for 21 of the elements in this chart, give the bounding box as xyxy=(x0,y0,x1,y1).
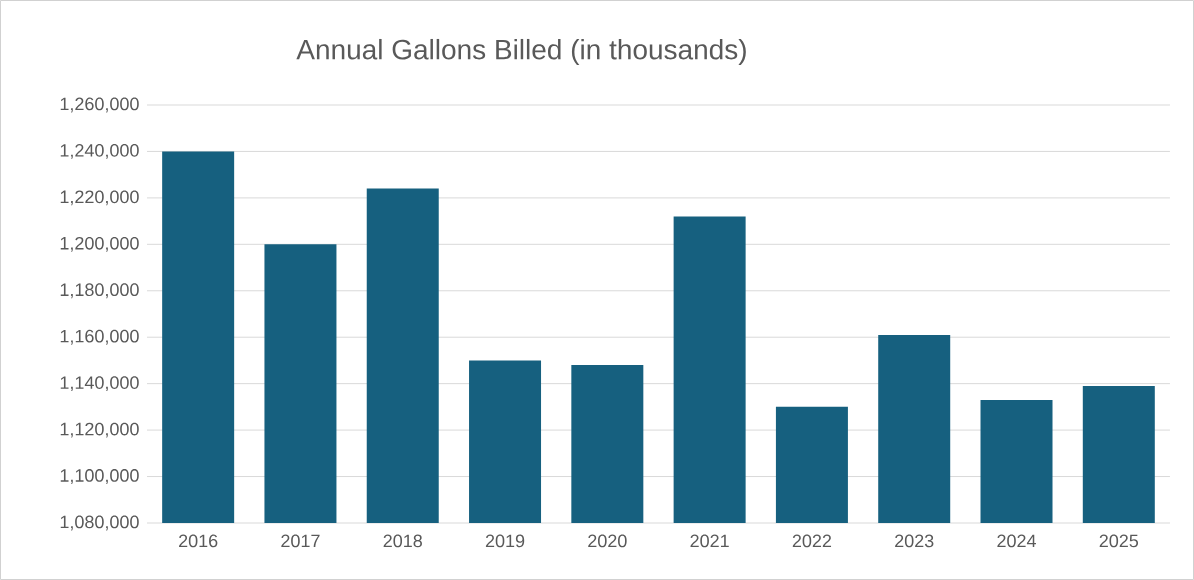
x-tick-label: 2020 xyxy=(588,534,627,548)
x-tick-label: 2016 xyxy=(179,534,218,548)
chart-title: Annual Gallons Billed (in thousands) xyxy=(296,38,746,66)
x-tick-label: 2022 xyxy=(792,534,832,548)
y-tick-label: 1,200,000 xyxy=(60,236,139,252)
y-tick-label: 1,080,000 xyxy=(60,515,139,531)
x-tick-label: 2021 xyxy=(690,534,729,548)
y-tick-label: 1,220,000 xyxy=(60,190,139,206)
x-tick-label: 2025 xyxy=(1099,534,1139,548)
x-tick-label: 2017 xyxy=(281,534,320,548)
y-tick-label: 1,140,000 xyxy=(60,376,139,392)
x-tick-label: 2018 xyxy=(383,534,422,548)
y-tick-label: 1,160,000 xyxy=(60,329,139,345)
y-tick-label: 1,260,000 xyxy=(60,97,139,113)
y-tick-label: 1,240,000 xyxy=(60,143,139,159)
x-tick-label: 2019 xyxy=(485,534,525,548)
y-tick-label: 1,100,000 xyxy=(60,469,139,484)
x-tick-label: 2023 xyxy=(895,534,934,548)
y-tick-label: 1,180,000 xyxy=(60,283,139,299)
x-tick-label: 2024 xyxy=(997,534,1036,548)
y-tick-label: 1,120,000 xyxy=(60,422,139,438)
